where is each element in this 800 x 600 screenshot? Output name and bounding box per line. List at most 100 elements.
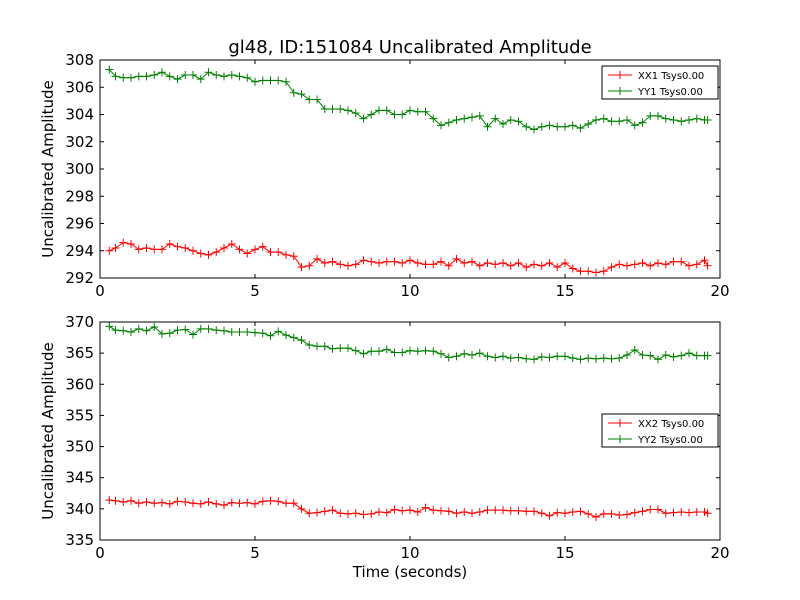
data-point-marker	[158, 329, 166, 338]
data-point-marker	[685, 261, 693, 270]
data-point-marker	[351, 109, 360, 118]
data-point-marker	[700, 256, 709, 265]
data-point-marker	[421, 107, 430, 116]
legend-entry-label: YY2 Tsys0.00	[637, 435, 703, 446]
data-point-marker	[646, 351, 655, 360]
data-point-marker	[313, 508, 321, 517]
data-point-marker	[375, 347, 383, 356]
data-point-marker	[390, 110, 399, 119]
data-point-marker	[220, 72, 228, 81]
data-point-marker	[468, 257, 476, 266]
data-point-marker	[142, 244, 151, 253]
data-point-marker	[499, 352, 507, 361]
data-point-marker	[111, 72, 120, 81]
data-point-marker	[282, 499, 290, 508]
data-point-marker	[460, 349, 469, 358]
data-point-marker	[111, 326, 120, 335]
y-tick-label: 345	[65, 469, 94, 487]
data-point-marker	[150, 322, 159, 331]
data-point-marker	[661, 351, 670, 360]
data-point-marker	[142, 498, 151, 507]
data-point-marker	[677, 257, 686, 266]
data-point-marker	[530, 355, 538, 364]
data-point-marker	[553, 352, 562, 361]
data-point-marker	[282, 331, 290, 340]
data-point-marker	[266, 76, 275, 85]
x-tick-label: 10	[400, 544, 419, 562]
data-point-marker	[251, 499, 259, 508]
data-point-marker	[692, 114, 701, 123]
data-point-marker	[530, 507, 538, 516]
data-point-marker	[592, 354, 600, 363]
data-point-marker	[537, 352, 546, 361]
data-point-marker	[491, 506, 500, 515]
data-point-marker	[313, 254, 321, 263]
data-point-marker	[545, 353, 554, 362]
data-point-marker	[344, 509, 352, 518]
data-point-marker	[460, 259, 469, 268]
data-point-marker	[576, 267, 585, 276]
data-point-marker	[367, 347, 376, 356]
data-point-marker	[468, 113, 476, 122]
y-tick-label: 350	[65, 438, 94, 456]
data-point-marker	[111, 244, 120, 253]
data-point-marker	[599, 354, 608, 363]
data-point-marker	[328, 105, 337, 114]
data-point-marker	[506, 354, 515, 363]
series-3	[105, 496, 712, 521]
data-point-marker	[382, 257, 391, 266]
data-point-marker	[119, 238, 128, 247]
data-point-marker	[220, 326, 228, 335]
data-point-marker	[638, 507, 647, 516]
y-tick-label: 340	[65, 500, 94, 518]
data-point-marker	[375, 106, 383, 115]
data-point-marker	[134, 72, 143, 81]
data-point-marker	[336, 344, 345, 353]
y-axis-label: Uncalibrated Amplitude	[39, 80, 57, 257]
data-point-marker	[483, 506, 492, 515]
y-tick-label: 365	[65, 344, 94, 362]
data-point-marker	[266, 248, 275, 257]
data-point-marker	[297, 90, 306, 99]
y-axis-label: Uncalibrated Amplitude	[39, 342, 57, 519]
data-point-marker	[220, 244, 228, 253]
data-point-marker	[669, 352, 678, 361]
data-point-marker	[336, 105, 345, 114]
data-point-marker	[537, 261, 546, 270]
x-tick-label: 10	[400, 282, 419, 300]
data-point-marker	[406, 346, 414, 355]
data-point-marker	[390, 505, 399, 514]
series-2	[105, 65, 712, 134]
y-tick-label: 298	[65, 187, 94, 205]
data-point-marker	[522, 263, 531, 272]
data-point-marker	[158, 68, 166, 77]
data-point-marker	[421, 503, 430, 512]
data-point-marker	[204, 324, 213, 333]
data-point-marker	[429, 506, 438, 515]
series-line	[109, 499, 708, 518]
data-point-marker	[638, 259, 647, 268]
data-point-marker	[204, 250, 213, 259]
data-point-marker	[654, 505, 662, 514]
data-point-marker	[483, 259, 492, 268]
data-point-marker	[599, 114, 608, 123]
data-point-marker	[382, 508, 391, 517]
data-point-marker	[359, 510, 368, 519]
x-tick-label: 5	[250, 544, 260, 562]
data-point-marker	[181, 498, 190, 507]
data-point-marker	[437, 506, 445, 515]
data-point-marker	[105, 322, 114, 331]
data-point-marker	[429, 260, 438, 269]
data-point-marker	[328, 506, 337, 515]
legend-box	[601, 65, 719, 100]
data-point-marker	[584, 120, 593, 129]
data-point-marker	[212, 326, 221, 335]
data-point-marker	[568, 264, 577, 273]
data-point-marker	[134, 499, 143, 508]
data-point-marker	[398, 259, 407, 268]
y-tick-label: 294	[65, 242, 94, 260]
subplot-1: 0 5 10 15 20 292 294 296 298 300 302 304 306 308 Uncal…	[39, 51, 730, 300]
data-point-marker	[127, 327, 135, 336]
data-point-marker	[460, 114, 469, 123]
